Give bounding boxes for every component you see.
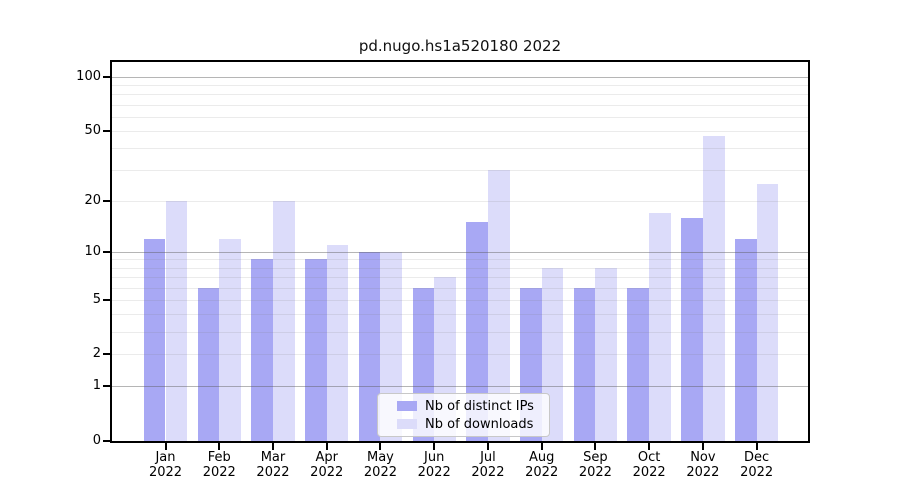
major-gridline (112, 251, 808, 253)
x-tick-label: Aug 2022 (525, 450, 559, 480)
x-tick-label: Nov 2022 (686, 450, 720, 480)
x-tick-label: Jun 2022 (417, 450, 451, 480)
x-tick-label: Sep 2022 (578, 450, 612, 480)
bar-distinct-ips-apr (305, 259, 327, 441)
bar-downloads-sep (595, 267, 618, 441)
y-tick-label: 0 (92, 433, 101, 448)
legend-label-downloads: Nb of downloads (425, 416, 534, 432)
x-tick (701, 443, 704, 450)
bar-distinct-ips-jul (466, 222, 488, 441)
bar-distinct-ips-mar (251, 259, 273, 441)
minor-gridline (112, 104, 808, 106)
y-tick (103, 199, 110, 202)
x-tick-label: Jan 2022 (148, 450, 183, 480)
minor-gridline (112, 354, 808, 356)
bar-downloads-feb (219, 238, 241, 441)
minor-gridline (112, 94, 808, 96)
x-tick (271, 443, 274, 450)
legend-swatch-distinct-ips (397, 401, 417, 411)
y-tick (103, 385, 110, 388)
x-tick-label: Apr 2022 (310, 450, 344, 480)
y-tick (103, 76, 110, 78)
bar-distinct-ips-dec (734, 238, 757, 441)
minor-gridline (112, 299, 808, 301)
x-tick (325, 443, 328, 450)
legend-item-distinct-ips: Nb of distinct IPs (397, 398, 539, 415)
x-tick-label: Dec 2022 (740, 450, 774, 480)
major-gridline (112, 386, 808, 388)
y-tick (103, 298, 110, 301)
bar-downloads-mar (272, 200, 295, 441)
x-tick (164, 443, 167, 450)
legend-item-downloads: Nb of downloads (397, 416, 539, 433)
bar-distinct-ips-may (358, 251, 381, 441)
x-tick-label: Feb 2022 (202, 450, 236, 480)
major-gridline (112, 77, 808, 78)
minor-gridline (112, 276, 808, 278)
bar-downloads-oct (649, 213, 671, 441)
minor-gridline (112, 259, 808, 261)
y-tick-label: 10 (84, 243, 101, 259)
x-tick-label: Oct 2022 (632, 450, 666, 480)
bar-downloads-jan (165, 200, 188, 441)
x-tick (433, 443, 436, 450)
y-tick-label: 5 (92, 291, 101, 307)
minor-gridline (112, 130, 808, 132)
x-tick (379, 443, 382, 450)
y-tick-label: 50 (84, 122, 101, 138)
bar-distinct-ips-oct (627, 287, 650, 441)
bar-downloads-dec (756, 184, 779, 441)
y-tick-label: 20 (84, 192, 101, 208)
x-tick (540, 443, 543, 450)
y-tick (103, 353, 110, 356)
bar-distinct-ips-feb (197, 287, 220, 441)
y-tick-label: 2 (92, 346, 101, 362)
bar-distinct-ips-nov (681, 217, 703, 441)
x-tick-label: Mar 2022 (256, 450, 290, 480)
bar-downloads-nov (702, 135, 725, 441)
x-tick (594, 443, 597, 450)
minor-gridline (112, 170, 808, 172)
x-tick (218, 443, 221, 450)
minor-gridline (112, 116, 808, 118)
minor-gridline (112, 267, 808, 269)
plot-area (110, 60, 810, 443)
bar-distinct-ips-sep (573, 287, 596, 441)
minor-gridline (112, 148, 808, 150)
legend: Nb of distinct IPs Nb of downloads (377, 393, 550, 437)
grid-layer (112, 62, 808, 441)
legend-swatch-downloads (397, 419, 417, 429)
x-tick (486, 443, 489, 450)
y-tick-label: 100 (76, 69, 101, 84)
legend-label-distinct-ips: Nb of distinct IPs (425, 398, 534, 414)
x-tick-label: Jul 2022 (471, 450, 505, 480)
y-tick (103, 440, 110, 442)
bar-downloads-apr (326, 245, 349, 441)
minor-gridline (112, 314, 808, 316)
minor-gridline (112, 287, 808, 289)
bar-distinct-ips-jan (143, 238, 166, 441)
x-tick (648, 443, 651, 450)
minor-gridline (112, 200, 808, 202)
y-tick (103, 129, 110, 132)
chart-title: pd.nugo.hs1a520180 2022 (358, 37, 562, 55)
minor-gridline (112, 331, 808, 333)
y-tick-label: 1 (92, 378, 101, 394)
x-tick-label: May 2022 (363, 450, 397, 480)
y-tick (103, 250, 110, 253)
bar-downloads-jul (487, 170, 510, 441)
minor-gridline (112, 85, 808, 87)
x-tick (755, 443, 758, 450)
